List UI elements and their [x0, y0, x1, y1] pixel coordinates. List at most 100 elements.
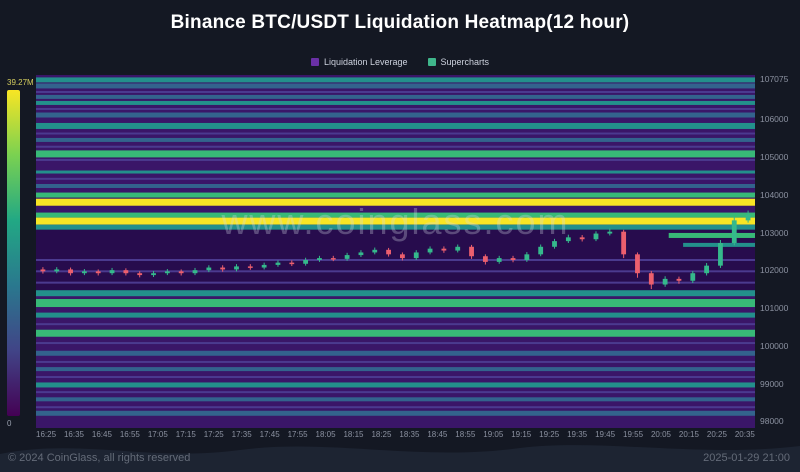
heatmap-canvas [36, 75, 755, 428]
time-axis-label: 18:25 [371, 430, 392, 439]
time-axis-label: 17:15 [175, 430, 196, 439]
legend: Liquidation Leverage Supercharts [0, 57, 800, 67]
candle-body [261, 264, 267, 268]
candle-body [95, 271, 101, 274]
time-axis-label: 20:15 [678, 430, 699, 439]
time-axis-label: 20:05 [650, 430, 671, 439]
candle-body [358, 252, 364, 256]
time-axis-label: 20:35 [734, 430, 755, 439]
time-axis-label: 19:25 [539, 430, 560, 439]
legend-item-liquidation-leverage[interactable]: Liquidation Leverage [310, 57, 408, 67]
footer-datetime: 2025-01-29 21:00 [703, 452, 790, 464]
candle-body [538, 246, 544, 255]
time-axis-label: 16:25 [36, 430, 57, 439]
liquidation-stripe [36, 192, 755, 198]
time-axis-label: 17:35 [231, 430, 252, 439]
time-axis-label: 17:05 [147, 430, 168, 439]
liquidation-stripe [36, 137, 755, 142]
price-axis-label: 99000 [760, 378, 784, 389]
candle-body [151, 273, 156, 276]
candle-body [565, 237, 571, 242]
legend-label: Liquidation Leverage [323, 57, 408, 67]
liquidation-stripe [36, 270, 755, 273]
liquidation-stripe [36, 183, 755, 188]
heatmap-plot[interactable]: www.coinglass.com [36, 75, 755, 428]
candle-body [552, 241, 557, 247]
candle-body [68, 269, 73, 274]
time-axis-label: 17:55 [287, 430, 308, 439]
candle-body [662, 278, 668, 285]
liquidation-stripe [36, 112, 755, 118]
candle-body [344, 255, 350, 259]
time-axis-label: 17:25 [203, 430, 224, 439]
candle-body [690, 273, 696, 281]
legend-item-supercharts[interactable]: Supercharts [427, 57, 489, 67]
candle-body [234, 266, 239, 270]
price-axis-label: 106000 [760, 114, 789, 125]
candle-body [648, 273, 654, 285]
candle-body [54, 269, 60, 272]
price-axis-label: 107075 [760, 73, 789, 84]
liquidation-stripe [36, 323, 755, 326]
time-axis-label: 20:25 [706, 430, 727, 439]
liquidation-stripe [668, 232, 755, 238]
colorbar-max-label: 39.27M [7, 78, 34, 87]
time-axis-label: 17:45 [259, 430, 280, 439]
time-axis-label: 16:55 [119, 430, 140, 439]
candle-body [386, 249, 391, 255]
liquidation-stripe [36, 329, 755, 337]
candle-body [731, 220, 737, 244]
footer-wave-decoration [0, 445, 800, 472]
liquidation-stripe [36, 360, 755, 363]
price-axis-label: 105000 [760, 152, 789, 163]
candle-body [704, 265, 710, 274]
colorbar: 39.27M 0 [7, 78, 37, 428]
liquidation-stripe [36, 94, 755, 99]
liquidation-stripe [36, 212, 755, 218]
liquidation-stripe [36, 177, 755, 180]
colorbar-gradient [7, 90, 20, 416]
candle-body [400, 254, 405, 259]
liquidation-stripe [36, 382, 755, 388]
time-axis-label: 18:05 [315, 430, 336, 439]
liquidation-stripe [36, 90, 755, 93]
candle-body [496, 258, 502, 262]
candle-body [469, 246, 474, 257]
time-axis-label: 19:35 [567, 430, 588, 439]
liquidation-stripe [36, 150, 755, 158]
candle-body [372, 249, 378, 253]
candle-body [123, 270, 129, 274]
price-axis-label: 98000 [760, 416, 784, 427]
liquidation-stripe [36, 198, 755, 206]
candle-body [40, 269, 46, 272]
candle-body [718, 243, 723, 266]
price-axis-label: 100000 [760, 340, 789, 351]
candle-body [220, 267, 226, 270]
candle-body [413, 252, 419, 259]
candle-body [510, 258, 516, 260]
legend-swatch-icon [310, 58, 319, 66]
liquidation-stripe [36, 397, 755, 402]
price-axis-label: 104000 [760, 189, 789, 200]
liquidation-stripe [36, 367, 755, 372]
candle-body [275, 262, 281, 265]
candle-body [303, 259, 309, 264]
page-title: Binance BTC/USDT Liquidation Heatmap(12 … [170, 12, 630, 33]
candle-body [482, 256, 488, 262]
liquidation-stripe [36, 391, 755, 394]
time-axis: 16:25 16:35 16:45 16:55 17:05 17:15 17:25 17:35… [36, 430, 755, 439]
time-axis-label: 18:55 [455, 430, 476, 439]
candle-body [192, 270, 198, 274]
time-axis-label: 16:35 [63, 430, 84, 439]
liquidation-stripe [36, 258, 755, 261]
liquidation-stripe [36, 406, 755, 409]
candle-body [455, 246, 461, 251]
time-axis-label: 16:45 [91, 430, 112, 439]
candle-body [676, 278, 682, 281]
candle-body [289, 262, 295, 265]
liquidation-stripe [36, 350, 755, 356]
candle-body [178, 271, 184, 274]
candle-body [247, 266, 253, 268]
liquidation-stripe [36, 77, 755, 83]
liquidation-stripe [36, 158, 755, 161]
